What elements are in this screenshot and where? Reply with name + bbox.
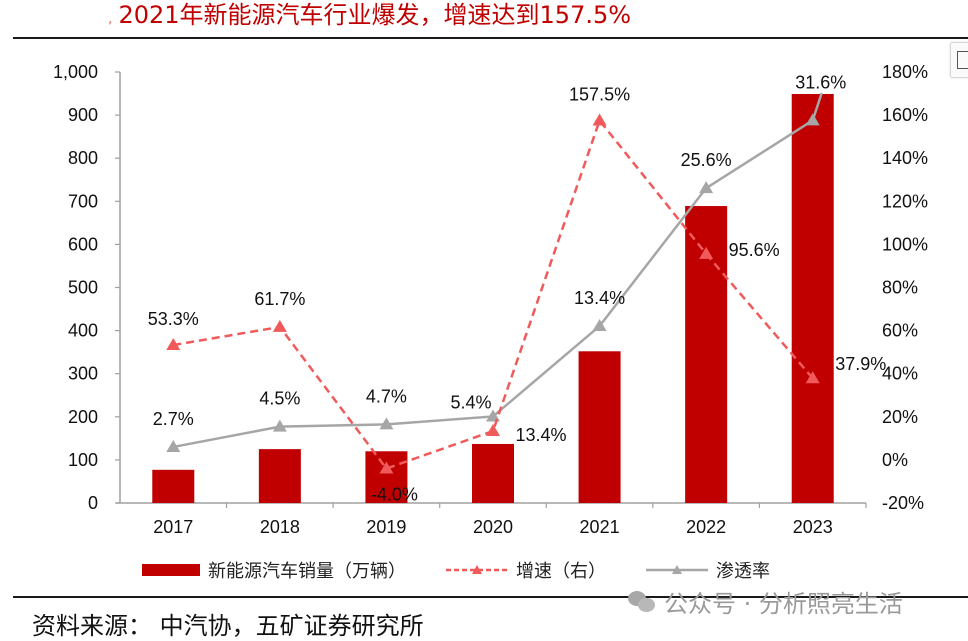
x-axis-tick-label: 2021 [580,517,620,537]
left-axis-tick-label: 600 [68,234,98,254]
title-text: 2021年新能源汽车行业爆发，增速达到157.5% [118,1,632,29]
x-axis-tick-label: 2022 [686,517,726,537]
penetration-data-label: 2.7% [153,409,194,429]
penetration-marker-2018 [272,419,287,432]
left-axis-tick-label: 200 [68,407,98,427]
legend-swatch-growth [446,565,508,574]
growth-data-label: 37.9% [835,354,886,374]
penetration-marker-2023 [805,113,820,126]
left-axis-tick-label: 300 [68,364,98,384]
top-divider [13,37,968,39]
legend-swatch-penetration [646,565,708,574]
bar-2023 [791,93,834,503]
right-axis-tick-label: -20% [882,493,924,513]
right-axis-tick-label: 40% [882,364,918,384]
right-axis-tick-label: 100% [882,234,928,254]
wechat-icon [628,590,656,613]
penetration-marker-2022 [699,181,714,194]
chart-title: , 2021年新能源汽车行业爆发，增速达到157.5% [108,0,631,32]
left-axis-tick-label: 400 [68,321,98,341]
bar-2019 [365,451,408,503]
growth-marker-2017 [166,338,181,351]
right-axis-tick-label: 20% [882,407,918,427]
penetration-data-label: 5.4% [450,392,491,412]
growth-marker-2022 [699,246,714,259]
left-axis-tick-label: 700 [68,191,98,211]
legend-swatch-bar [142,564,200,576]
growth-marker-2021 [592,113,607,126]
growth-data-label: 61.7% [254,289,305,309]
growth-data-label: -4.0% [371,485,418,505]
scan-icon [957,51,968,69]
penetration-data-label: 25.6% [681,150,732,170]
legend-label-penetration: 渗透率 [716,561,770,582]
x-axis-tick-label: 2017 [153,517,193,537]
growth-data-label: 53.3% [148,309,199,329]
bar-2017 [152,469,195,503]
penetration-line-extension [811,92,823,121]
growth-data-label: 157.5% [569,84,630,104]
penetration-data-label: 4.5% [259,389,300,409]
right-axis-tick-label: 120% [882,191,928,211]
penetration-data-label: 4.7% [366,386,407,406]
legend-item-penetration: 渗透率 [644,557,770,583]
growth-marker-2020 [486,424,500,437]
left-axis-tick-label: 100 [68,450,98,470]
bar-2020 [472,443,514,503]
penetration-data-label: 13.4% [574,288,625,308]
growth-marker-2023 [805,371,820,384]
right-axis-tick-label: 140% [882,148,928,168]
legend-label-growth: 增速（右） [516,561,606,582]
right-axis-tick-label: 60% [882,321,918,341]
source-note: 资料来源： 中汽协，五矿证券研究所 [32,612,424,640]
right-axis-tick-label: 80% [882,278,918,298]
x-axis-tick-label: 2023 [793,517,833,537]
legend-item-sales: 新能源汽车销量（万辆） [142,557,406,583]
growth-marker-2018 [272,319,287,332]
right-axis-tick-label: 0% [882,450,908,470]
penetration-data-label: 31.6% [795,72,846,92]
bar-2021 [578,351,621,503]
left-axis-tick-label: 900 [68,105,98,125]
chart-legend: 新能源汽车销量（万辆） 增速（右） 渗透率 [142,558,808,582]
right-axis-tick-label: 180% [882,62,928,82]
corner-button[interactable] [950,42,968,78]
growth-data-label: 95.6% [729,240,780,260]
growth-marker-2019 [379,461,394,474]
left-axis-tick-label: 800 [68,148,98,168]
bottom-divider [13,596,968,598]
penetration-marker-2019 [379,417,394,430]
watermark: 公众号 · 分析照亮生活 [628,584,903,619]
bar-2018 [258,449,301,503]
penetration-marker-2020 [486,409,500,422]
left-axis-tick-label: 0 [88,493,98,513]
growth-data-label: 13.4% [515,425,566,445]
penetration-marker-2021 [592,319,607,332]
x-axis-tick-label: 2019 [366,517,406,537]
right-axis-tick-label: 160% [882,105,928,125]
watermark-text: 公众号 · 分析照亮生活 [664,590,903,618]
x-axis-tick-label: 2018 [260,517,300,537]
penetration-marker-2017 [166,439,181,452]
title-fragment: , [108,11,113,27]
left-axis-tick-label: 1,000 [53,62,98,82]
legend-item-growth: 增速（右） [444,557,606,583]
x-axis-tick-label: 2020 [473,517,513,537]
left-axis-tick-label: 500 [68,278,98,298]
legend-label-sales: 新能源汽车销量（万辆） [208,561,406,582]
chart-canvas: 0 100 200 300 400 500 600 700 800 900 1,000 -20% 0% 2… [53,62,928,537]
